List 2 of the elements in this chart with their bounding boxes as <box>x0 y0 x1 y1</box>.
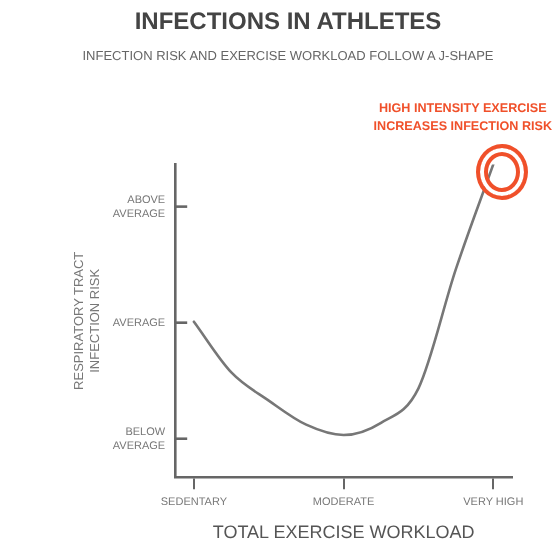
x-axis-title: TOTAL EXERCISE WORKLOAD <box>212 522 476 543</box>
chart-title: INFECTIONS IN ATHLETES <box>134 7 442 36</box>
